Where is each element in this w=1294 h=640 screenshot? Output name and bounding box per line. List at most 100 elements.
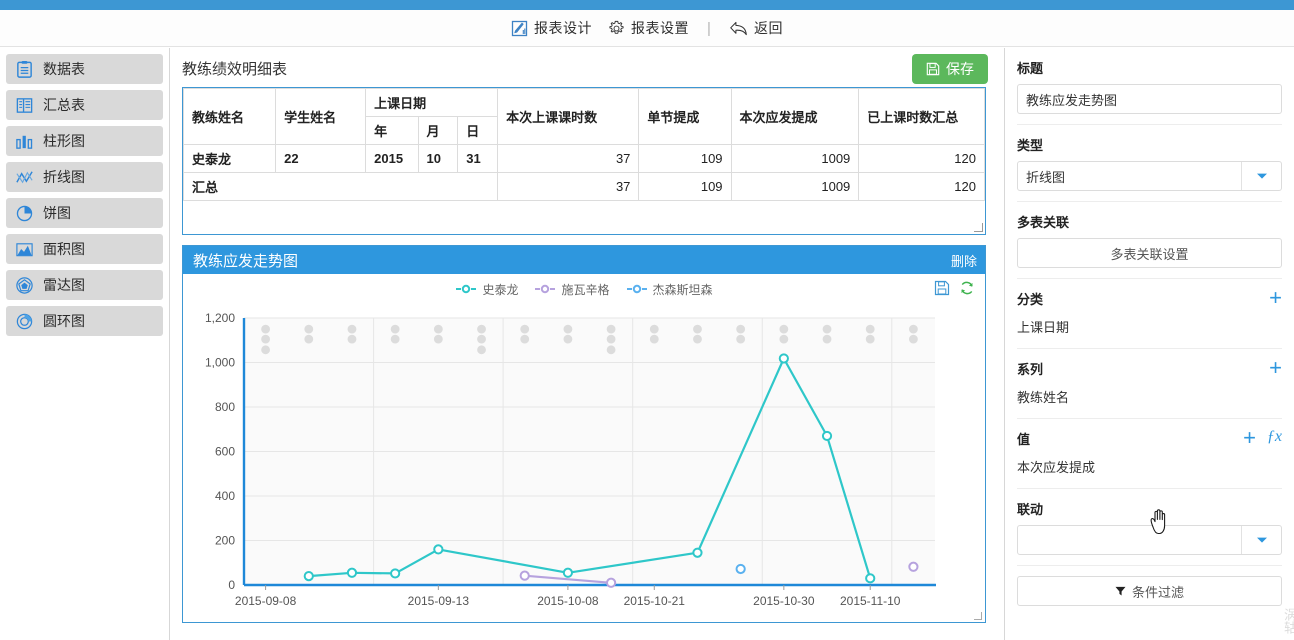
- chart-widget[interactable]: 教练应发走势图 删除 史泰龙: [182, 245, 986, 623]
- chart-delete-button[interactable]: 删除: [950, 253, 977, 269]
- report-design-label: 报表设计: [534, 20, 593, 36]
- area-chart-icon: [15, 240, 34, 259]
- chevron-down-icon[interactable]: [1241, 162, 1281, 190]
- data-point[interactable]: [692, 547, 703, 558]
- data-point[interactable]: [562, 567, 574, 578]
- cell-month: 10: [417, 144, 459, 173]
- back-button[interactable]: 返回: [729, 18, 783, 38]
- title-input[interactable]: [1017, 84, 1282, 114]
- sidebar-item-bar-chart[interactable]: 柱形图: [6, 126, 163, 156]
- y-axis-tick-label: 600: [215, 445, 235, 459]
- field-multitable: 多表关联 多表关联设置: [1017, 202, 1282, 279]
- data-point[interactable]: [908, 561, 919, 572]
- data-point[interactable]: [865, 573, 876, 584]
- sidebar-item-label: 饼图: [43, 205, 71, 221]
- donut-chart-icon: [15, 312, 34, 331]
- left-sidebar: 数据表 汇总表 柱形图: [0, 48, 170, 640]
- top-accent-bar: [0, 0, 1294, 10]
- refresh-icon[interactable]: [959, 280, 975, 296]
- chart-toolbar: [934, 280, 975, 296]
- data-point[interactable]: [303, 571, 314, 582]
- sidebar-item-label: 柱形图: [43, 133, 85, 149]
- add-category-plus-icon[interactable]: +: [1269, 285, 1282, 310]
- sidebar-item-label: 圆环图: [43, 313, 85, 329]
- save-button-label: 保存: [946, 61, 974, 77]
- category-field-label: 分类: [1017, 292, 1044, 307]
- radar-chart-icon: [15, 276, 34, 295]
- link-select[interactable]: [1017, 525, 1282, 555]
- table-resize-handle[interactable]: [974, 223, 983, 232]
- data-point[interactable]: [346, 567, 358, 578]
- value-value[interactable]: 本次应发提成: [1017, 460, 1096, 475]
- sidebar-item-donut-chart[interactable]: 圆环图: [6, 306, 163, 336]
- legend-item-2[interactable]: 杰森斯坦森: [626, 281, 713, 298]
- data-point[interactable]: [433, 544, 444, 555]
- th-coach-name: 教练姓名: [182, 88, 277, 145]
- funnel-icon: [1115, 586, 1126, 596]
- value-field-label: 值: [1017, 432, 1031, 447]
- sidebar-item-label: 数据表: [43, 61, 85, 77]
- data-point[interactable]: [735, 563, 746, 575]
- sidebar-item-radar-chart[interactable]: 雷达图: [6, 270, 163, 300]
- line-chart-svg: 0 200 400 600 800 1,000 1,200 2015-09-08 2015-09…: [205, 311, 936, 608]
- chart-resize-handle[interactable]: [974, 612, 982, 620]
- multitable-settings-button[interactable]: 多表关联设置: [1017, 238, 1282, 268]
- chart-legend: 史泰龙 施瓦辛格: [183, 274, 985, 304]
- x-axis-tick-label: 2015-09-13: [408, 594, 470, 608]
- th-student-name: 学生姓名: [275, 88, 367, 145]
- data-point[interactable]: [519, 570, 530, 581]
- fx-icon[interactable]: ƒx: [1266, 428, 1282, 445]
- chevron-down-icon[interactable]: [1241, 526, 1281, 554]
- cell-coach: 史泰龙: [182, 144, 277, 173]
- data-point[interactable]: [390, 568, 401, 579]
- table-header-row-1: 教练姓名 学生姓名 上课日期 本次上课课时数 单节提成 本次应发提成 已上课时数…: [182, 88, 985, 145]
- legend-item-0[interactable]: 史泰龙: [455, 281, 518, 298]
- field-series: 系列 + 教练姓名: [1017, 349, 1282, 419]
- sidebar-item-pie-chart[interactable]: 饼图: [6, 198, 163, 228]
- chart-title: 教练应发走势图: [193, 252, 299, 270]
- table-widget[interactable]: 教练姓名 学生姓名 上课日期 本次上课课时数 单节提成 本次应发提成 已上课时数…: [182, 87, 986, 235]
- legend-label: 施瓦辛格: [561, 282, 610, 297]
- pie-chart-icon: [15, 204, 34, 223]
- report-design-button[interactable]: 报表设计: [511, 18, 592, 38]
- cell-hours: 37: [497, 144, 640, 173]
- series-value[interactable]: 教练姓名: [1017, 390, 1070, 405]
- type-field-label: 类型: [1017, 138, 1044, 153]
- save-button[interactable]: 保存: [912, 54, 988, 84]
- x-axis-tick-label: 2015-10-08: [537, 594, 599, 608]
- data-point[interactable]: [778, 353, 789, 364]
- sidebar-item-area-chart[interactable]: 面积图: [6, 234, 163, 264]
- cell-summary-hours: 37: [497, 172, 640, 201]
- sidebar-item-summary-table[interactable]: 汇总表: [6, 90, 163, 120]
- type-select[interactable]: 折线图: [1017, 161, 1282, 191]
- condition-filter-label: 条件过滤: [1131, 584, 1184, 600]
- cell-year: 2015: [365, 144, 419, 173]
- th-payable: 本次应发提成: [730, 88, 860, 145]
- sidebar-item-data-table[interactable]: 数据表: [6, 54, 163, 84]
- add-series-plus-icon[interactable]: +: [1269, 355, 1282, 380]
- sidebar-item-line-chart[interactable]: 折线图: [6, 162, 163, 192]
- legend-label: 杰森斯坦森: [652, 282, 713, 297]
- save-floppy-icon[interactable]: [934, 280, 950, 296]
- chart-header: 教练应发走势图 删除: [183, 246, 985, 274]
- field-link: 联动: [1017, 489, 1282, 566]
- category-value[interactable]: 上课日期: [1017, 320, 1070, 335]
- condition-filter-button[interactable]: 条件过滤: [1017, 576, 1282, 606]
- bar-chart-icon: [15, 132, 34, 151]
- add-value-plus-icon[interactable]: +: [1243, 425, 1256, 450]
- cell-unit-commission: 109: [638, 144, 732, 173]
- report-settings-label: 报表设置: [631, 20, 690, 36]
- series-field-label: 系列: [1017, 362, 1044, 377]
- th-day: 日: [457, 116, 499, 145]
- report-settings-button[interactable]: 报表设置: [608, 18, 689, 38]
- title-field-label: 标题: [1017, 61, 1044, 76]
- data-point[interactable]: [605, 577, 617, 588]
- field-type: 类型 折线图: [1017, 125, 1282, 202]
- header-toolbar: 报表设计 报表设置 | 返回: [0, 10, 1294, 47]
- legend-label: 史泰龙: [482, 282, 519, 297]
- sidebar-item-label: 面积图: [43, 241, 85, 257]
- th-month: 月: [417, 116, 459, 145]
- data-point[interactable]: [821, 430, 833, 442]
- legend-item-1[interactable]: 施瓦辛格: [534, 281, 610, 298]
